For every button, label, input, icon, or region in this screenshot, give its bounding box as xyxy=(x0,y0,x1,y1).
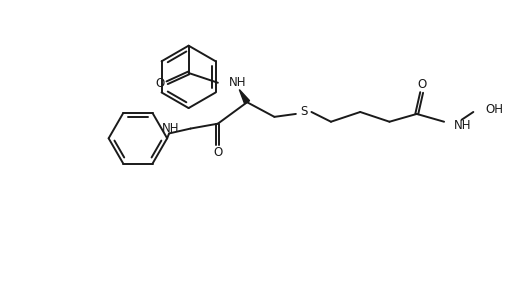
Text: NH: NH xyxy=(229,76,246,89)
Text: S: S xyxy=(300,105,308,119)
Text: NH: NH xyxy=(454,119,471,132)
Text: O: O xyxy=(156,77,165,90)
Polygon shape xyxy=(239,90,249,104)
Text: O: O xyxy=(213,147,223,160)
Text: OH: OH xyxy=(485,103,503,116)
Text: O: O xyxy=(417,78,426,91)
Text: NH: NH xyxy=(162,122,180,135)
